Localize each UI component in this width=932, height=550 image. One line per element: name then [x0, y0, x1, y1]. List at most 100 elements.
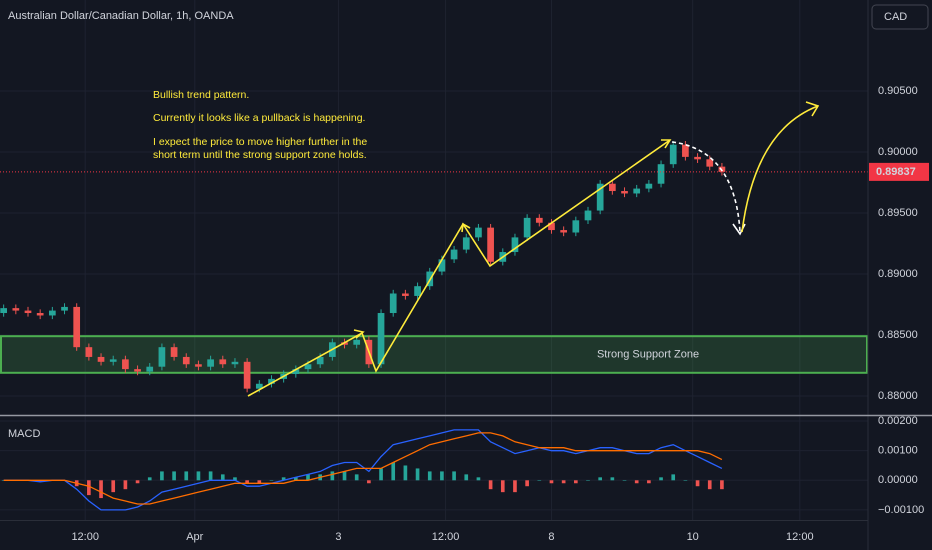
candle-body — [316, 356, 324, 365]
histogram-bar — [598, 477, 602, 481]
candle-body — [61, 306, 68, 311]
histogram-bar — [586, 480, 590, 481]
candle-body — [487, 227, 494, 262]
histogram-bar — [634, 480, 639, 484]
candle-body — [182, 356, 190, 365]
y-tick-label: −0.00100 — [878, 504, 924, 516]
histogram-bar — [537, 480, 542, 481]
annotation: Currently it looks like a pullback is ha… — [153, 112, 365, 124]
candle-body — [207, 359, 214, 367]
histogram-bar — [427, 471, 432, 481]
histogram-bar — [160, 471, 164, 481]
histogram-bar — [257, 480, 262, 484]
histogram-bar — [659, 477, 663, 481]
y-tick-label: 0.00200 — [878, 415, 918, 427]
signal-line — [3, 432, 723, 505]
histogram-bar — [379, 468, 383, 481]
y-tick-label: 0.88000 — [878, 390, 918, 402]
candle-body — [255, 383, 263, 389]
histogram-bar — [233, 477, 237, 481]
histogram-bar — [476, 477, 481, 481]
histogram-bar — [367, 480, 371, 484]
histogram-bar — [683, 480, 688, 481]
candle-body — [402, 293, 409, 296]
x-tick-label: 8 — [548, 531, 554, 543]
candle-body — [49, 310, 56, 316]
candle-body — [462, 237, 470, 250]
arrow-head — [353, 329, 365, 339]
histogram-bar — [220, 474, 225, 481]
candle-body — [292, 369, 300, 375]
histogram-bar — [111, 480, 116, 493]
candle-body — [621, 191, 628, 194]
x-tick-label: 12:00 — [786, 531, 814, 543]
histogram-bar — [342, 471, 347, 481]
candle-body — [389, 293, 397, 314]
y-tick-label: 0.00100 — [878, 445, 918, 457]
histogram-bar — [123, 480, 128, 490]
candle-body — [231, 361, 239, 365]
currency-label[interactable]: CAD — [884, 11, 907, 23]
histogram-bar — [707, 480, 712, 490]
histogram-bar — [294, 477, 298, 481]
histogram-bar — [720, 480, 724, 490]
x-tick-label: 12:00 — [432, 531, 460, 543]
candle-body — [633, 188, 641, 194]
candle-body — [548, 222, 555, 231]
candle-body — [134, 369, 141, 372]
candle-body — [584, 210, 592, 221]
candle-body — [195, 364, 202, 367]
histogram-bar — [513, 480, 517, 493]
projection-up — [741, 105, 819, 233]
candle-body — [170, 347, 178, 357]
candle-body — [219, 359, 227, 365]
candle-body — [511, 237, 519, 253]
candle-body — [12, 308, 20, 311]
histogram-bar — [695, 480, 700, 487]
histogram-bar — [306, 474, 310, 481]
annotation: I expect the price to move higher furthe… — [153, 136, 367, 148]
histogram-bar — [622, 480, 627, 481]
histogram-bar — [452, 471, 456, 481]
histogram-bar — [525, 480, 529, 487]
candle-body — [645, 183, 653, 189]
candle-body — [109, 359, 117, 362]
currency-button[interactable] — [871, 4, 929, 30]
y-tick-label: 0.00000 — [878, 474, 918, 486]
histogram-bar — [269, 480, 274, 481]
price-axis-bg — [868, 0, 932, 550]
candle-body — [377, 313, 385, 365]
macd-title: MACD — [8, 428, 40, 440]
candle-body — [657, 164, 665, 184]
histogram-bar — [99, 480, 103, 499]
candle-body — [475, 227, 482, 238]
candle-body — [596, 183, 604, 211]
candle-body — [523, 217, 531, 238]
candle-body — [97, 356, 105, 362]
histogram-bar — [500, 480, 505, 493]
candle-body — [669, 144, 677, 165]
x-tick-label: 3 — [335, 531, 341, 543]
candle-body — [36, 313, 44, 316]
projection-down — [671, 141, 741, 233]
macd-line — [3, 429, 723, 511]
candle-body — [414, 286, 421, 296]
candle-body — [122, 359, 129, 370]
histogram-bar — [172, 471, 176, 481]
histogram-bar — [38, 480, 42, 482]
candle-body — [706, 159, 714, 167]
candle-body — [73, 306, 81, 348]
drawings — [247, 101, 820, 397]
y-tick-label: 0.90500 — [878, 85, 918, 97]
annotation: short term until the strong support zone… — [153, 149, 367, 161]
x-tick-label: Apr — [186, 531, 203, 543]
histogram-bar — [87, 480, 91, 496]
candle-body — [0, 308, 7, 314]
symbol-title: Australian Dollar/Canadian Dollar, 1h, O… — [8, 10, 234, 22]
candle-body — [304, 364, 312, 370]
candle-body — [572, 220, 580, 233]
y-tick-label: 0.88500 — [878, 329, 918, 341]
